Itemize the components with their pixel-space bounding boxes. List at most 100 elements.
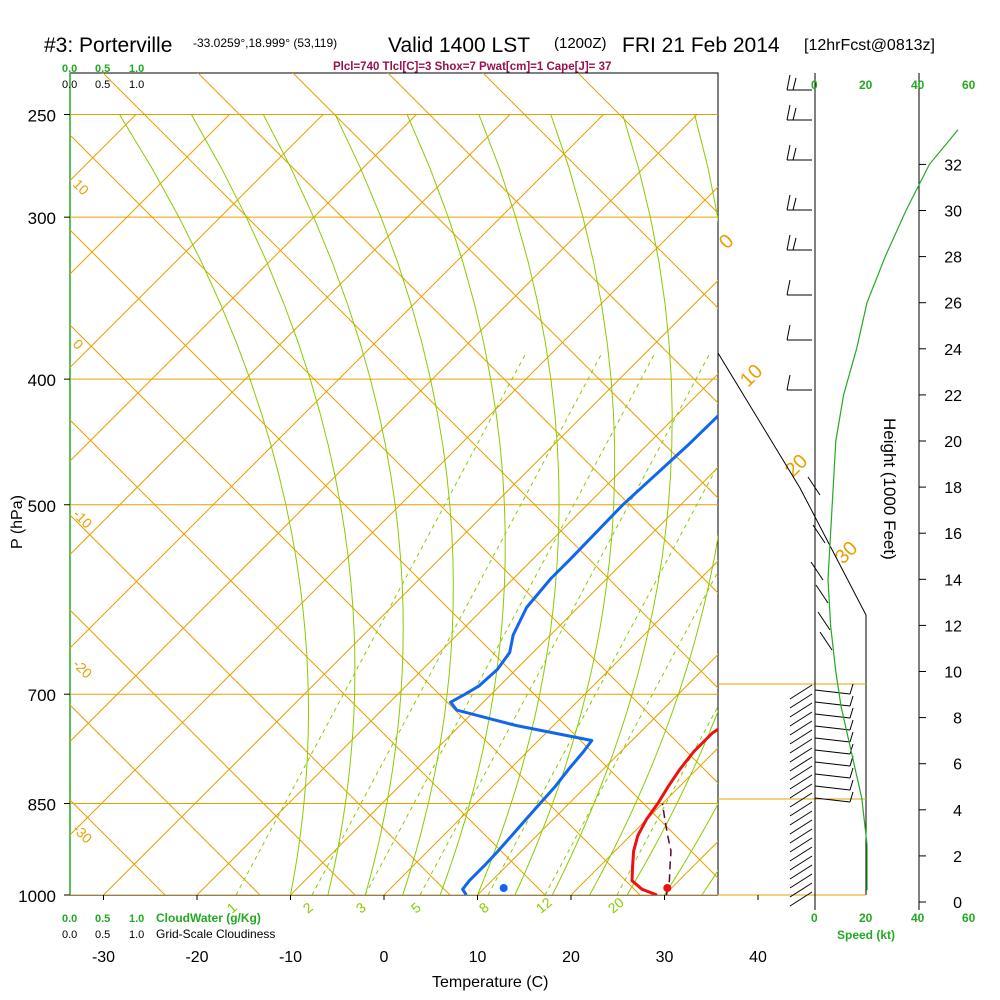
speed-axis-label: Speed (kt) xyxy=(837,928,895,942)
dry-adiabat-line xyxy=(70,514,451,895)
cloudwater-tick-2: 1.0 xyxy=(129,913,144,925)
wind-barbs xyxy=(786,74,854,907)
y-tick-label: 400 xyxy=(28,371,56,390)
height-axis-label: Height (1000 Feet) xyxy=(880,418,899,560)
wind-barb-staff xyxy=(815,584,829,604)
wind-barb-flag xyxy=(792,147,797,161)
moist-adiabat-line xyxy=(477,114,560,895)
height-tick-label: 10 xyxy=(944,665,962,682)
wind-barb-flag xyxy=(849,707,854,719)
stability-indices: Plcl=740 Tlcl[C]=3 Shox=7 Pwat[cm]=1 Cap… xyxy=(333,61,611,73)
mixing-ratio-label: 5 xyxy=(408,899,424,916)
wind-barb-staff xyxy=(789,873,813,889)
wind-barb-staff xyxy=(789,891,813,907)
wind-barb-flag xyxy=(786,74,791,91)
wind-barb-staff xyxy=(789,774,813,790)
height-tick-label: 28 xyxy=(944,250,962,267)
mixing-ratio-line xyxy=(311,352,603,895)
wind-barb-staff xyxy=(810,561,824,581)
wind-barb-staff xyxy=(789,684,813,700)
mixing-ratio-label: 12 xyxy=(533,894,555,916)
dewpoint-profile xyxy=(449,413,718,895)
wind-barb-staff xyxy=(789,711,813,727)
height-tick-label: 0 xyxy=(953,895,962,912)
wind-barb-staff xyxy=(789,801,813,817)
dewpoint-surface-marker xyxy=(499,884,508,892)
dry-adiabat-line xyxy=(387,73,718,404)
background-grid xyxy=(70,73,1000,895)
isotherm-line xyxy=(70,186,718,836)
wind-barb-flag xyxy=(849,695,854,707)
dry-adiabat-line xyxy=(70,704,261,895)
moist-adiabat-line xyxy=(664,803,718,895)
temperature-surface-marker xyxy=(663,884,672,892)
isotherm-line xyxy=(758,115,1000,895)
height-tick-label: 14 xyxy=(944,572,962,589)
wind-barb-staff xyxy=(789,855,813,871)
x-axis-label: Temperature (C) xyxy=(432,974,548,991)
cloudwater-tick-0-top: 0.0 xyxy=(62,63,77,75)
y-tick-label: 1000 xyxy=(18,887,56,906)
dry-adiabat-line xyxy=(70,134,718,784)
wind-barb-staff xyxy=(814,797,851,803)
y-tick-label: 250 xyxy=(28,107,56,126)
wind-barb-staff xyxy=(817,611,831,631)
wind-barb-flag xyxy=(849,779,854,791)
speed-tick-40: 40 xyxy=(911,911,925,925)
dry-adiabat-line xyxy=(70,229,718,879)
forecast-run: [12hrFcst@0813z] xyxy=(804,37,935,54)
height-tick-label: 2 xyxy=(953,849,962,866)
height-tick-label: 4 xyxy=(953,803,962,820)
x-tick-label: -10 xyxy=(279,949,302,966)
wind-barb-flag xyxy=(849,743,854,755)
x-axis-ticks: -30 -20 -10 0 10 20 30 40 xyxy=(92,895,767,966)
dry-adiabat-line xyxy=(70,609,356,895)
wind-barb-staff xyxy=(814,713,851,719)
wind-barb-staff xyxy=(812,524,826,544)
isotherm-line xyxy=(103,279,718,895)
isotherm-line xyxy=(70,114,698,743)
wind-barb-flag xyxy=(849,791,854,803)
height-tick-label: 8 xyxy=(953,711,962,728)
wind-barb-staff xyxy=(807,476,821,496)
wind-barb-flag xyxy=(849,719,854,731)
cloudwater-tick-2-top: 1.0 xyxy=(129,63,144,75)
speed-tick-20-top: 20 xyxy=(859,78,873,92)
dry-adiabat-label: 10 xyxy=(70,176,92,198)
wind-speed-profile xyxy=(827,129,959,891)
wind-barb-flag xyxy=(786,194,791,211)
moist-adiabat-line xyxy=(334,114,454,895)
moist-adiabat-line xyxy=(406,114,506,895)
wind-barb-staff xyxy=(814,785,851,791)
dry-adiabat-label: -10 xyxy=(70,506,96,532)
height-tick-label: 18 xyxy=(944,480,962,497)
wind-barb-staff xyxy=(789,792,813,808)
mixing-ratio-label: 8 xyxy=(476,899,492,916)
mixing-ratio-label: 3 xyxy=(353,899,369,916)
cloudwater-label: CloudWater (g/Kg) xyxy=(156,911,261,925)
cloudwater-tick-1: 0.5 xyxy=(95,913,110,925)
height-tick-label: 22 xyxy=(944,388,962,405)
isotherm-line xyxy=(570,747,718,895)
mixing-ratio-label: 2 xyxy=(300,899,316,916)
isotherm-line xyxy=(477,653,718,895)
wind-barb-staff xyxy=(789,765,813,781)
wind-barb-flag xyxy=(849,767,854,779)
station-title: #3: Porterville xyxy=(44,34,172,57)
x-tick-label: 0 xyxy=(380,949,389,966)
wind-barb-staff xyxy=(814,737,851,743)
moist-adiabat-line xyxy=(589,114,718,895)
mixing-ratio-line xyxy=(487,464,718,895)
dry-adiabat-label: -20 xyxy=(70,656,96,682)
wind-barb-staff xyxy=(814,689,851,695)
wind-barb-staff xyxy=(789,819,813,835)
wind-barb-flag xyxy=(792,237,797,251)
wind-barb-staff xyxy=(814,773,851,779)
dry-adiabat-line xyxy=(70,799,166,895)
profile-lines xyxy=(449,413,718,895)
wind-speed-line xyxy=(827,129,959,891)
y-axis-ticks: 250 300 400 500 700 850 1000 xyxy=(18,107,70,906)
speed-tick-60-top: 60 xyxy=(962,78,976,92)
isotherm-label: 10 xyxy=(736,360,767,391)
